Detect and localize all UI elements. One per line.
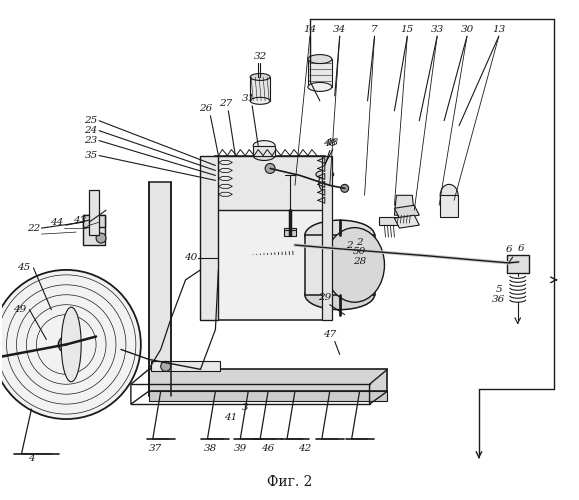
Text: 29: 29 xyxy=(318,293,331,302)
Ellipse shape xyxy=(325,228,384,302)
Text: 35: 35 xyxy=(85,151,98,160)
Bar xyxy=(149,370,387,391)
Circle shape xyxy=(265,164,275,173)
Bar xyxy=(284,228,296,236)
Text: 37: 37 xyxy=(149,444,162,454)
Bar xyxy=(200,156,218,320)
Bar xyxy=(151,362,221,372)
Polygon shape xyxy=(394,196,415,215)
Text: 7: 7 xyxy=(371,24,378,34)
Text: 6: 6 xyxy=(505,246,512,254)
Text: 41: 41 xyxy=(223,412,237,422)
Text: 32: 32 xyxy=(254,52,267,60)
Text: 47: 47 xyxy=(323,330,336,339)
Text: 28: 28 xyxy=(353,258,367,266)
Text: 2: 2 xyxy=(356,238,363,246)
Text: 15: 15 xyxy=(401,24,414,34)
Text: 4: 4 xyxy=(28,454,35,464)
Text: 6: 6 xyxy=(518,244,524,252)
Ellipse shape xyxy=(305,280,375,310)
Text: 38: 38 xyxy=(204,444,217,454)
Bar xyxy=(215,156,325,210)
Text: 3: 3 xyxy=(242,402,248,411)
Circle shape xyxy=(0,270,141,419)
Text: 13: 13 xyxy=(492,24,505,34)
Text: 36: 36 xyxy=(492,295,505,304)
Text: 43: 43 xyxy=(72,216,86,224)
Text: 26: 26 xyxy=(199,104,212,114)
Bar xyxy=(250,77,270,101)
Bar xyxy=(305,235,375,295)
Text: 33: 33 xyxy=(431,24,444,34)
Bar xyxy=(89,190,99,235)
Text: 45: 45 xyxy=(17,264,30,272)
Bar xyxy=(149,182,171,396)
Text: 5: 5 xyxy=(496,286,502,294)
Bar xyxy=(149,391,387,401)
Bar xyxy=(507,255,529,273)
Text: 25: 25 xyxy=(85,116,98,125)
Ellipse shape xyxy=(253,150,275,160)
Text: Фиг. 2: Фиг. 2 xyxy=(267,474,313,488)
Text: 22: 22 xyxy=(27,224,40,232)
Polygon shape xyxy=(394,215,419,228)
Polygon shape xyxy=(379,217,400,225)
Text: 39: 39 xyxy=(234,444,247,454)
Text: 31: 31 xyxy=(241,94,255,104)
Ellipse shape xyxy=(316,170,334,178)
Ellipse shape xyxy=(308,82,332,92)
Ellipse shape xyxy=(440,184,458,206)
Circle shape xyxy=(161,362,171,372)
Text: 27: 27 xyxy=(219,100,232,108)
Ellipse shape xyxy=(250,74,270,80)
Text: 30: 30 xyxy=(460,24,474,34)
Polygon shape xyxy=(394,205,419,218)
Circle shape xyxy=(58,336,74,352)
Text: 2: 2 xyxy=(346,240,353,250)
Bar xyxy=(253,146,275,156)
Text: 48: 48 xyxy=(325,138,338,147)
Text: 49: 49 xyxy=(13,305,26,314)
Circle shape xyxy=(96,233,106,243)
Ellipse shape xyxy=(253,140,275,150)
Circle shape xyxy=(340,184,349,192)
Text: 40: 40 xyxy=(184,254,197,262)
Text: 23: 23 xyxy=(85,136,98,145)
Bar xyxy=(440,196,458,217)
Text: 48: 48 xyxy=(323,139,336,148)
Ellipse shape xyxy=(61,307,81,382)
Text: 42: 42 xyxy=(298,444,312,454)
Bar xyxy=(322,156,332,320)
Ellipse shape xyxy=(319,174,331,192)
Bar xyxy=(215,156,325,320)
Text: 44: 44 xyxy=(50,218,63,226)
Bar xyxy=(83,215,105,227)
Ellipse shape xyxy=(250,98,270,104)
Text: 50: 50 xyxy=(353,248,367,256)
Bar xyxy=(308,59,332,87)
Ellipse shape xyxy=(308,54,332,64)
Text: 24: 24 xyxy=(85,126,98,135)
Bar xyxy=(83,215,105,245)
Text: 34: 34 xyxy=(333,24,346,34)
Ellipse shape xyxy=(305,220,375,250)
Text: 46: 46 xyxy=(262,444,275,454)
Text: 14: 14 xyxy=(303,24,317,34)
